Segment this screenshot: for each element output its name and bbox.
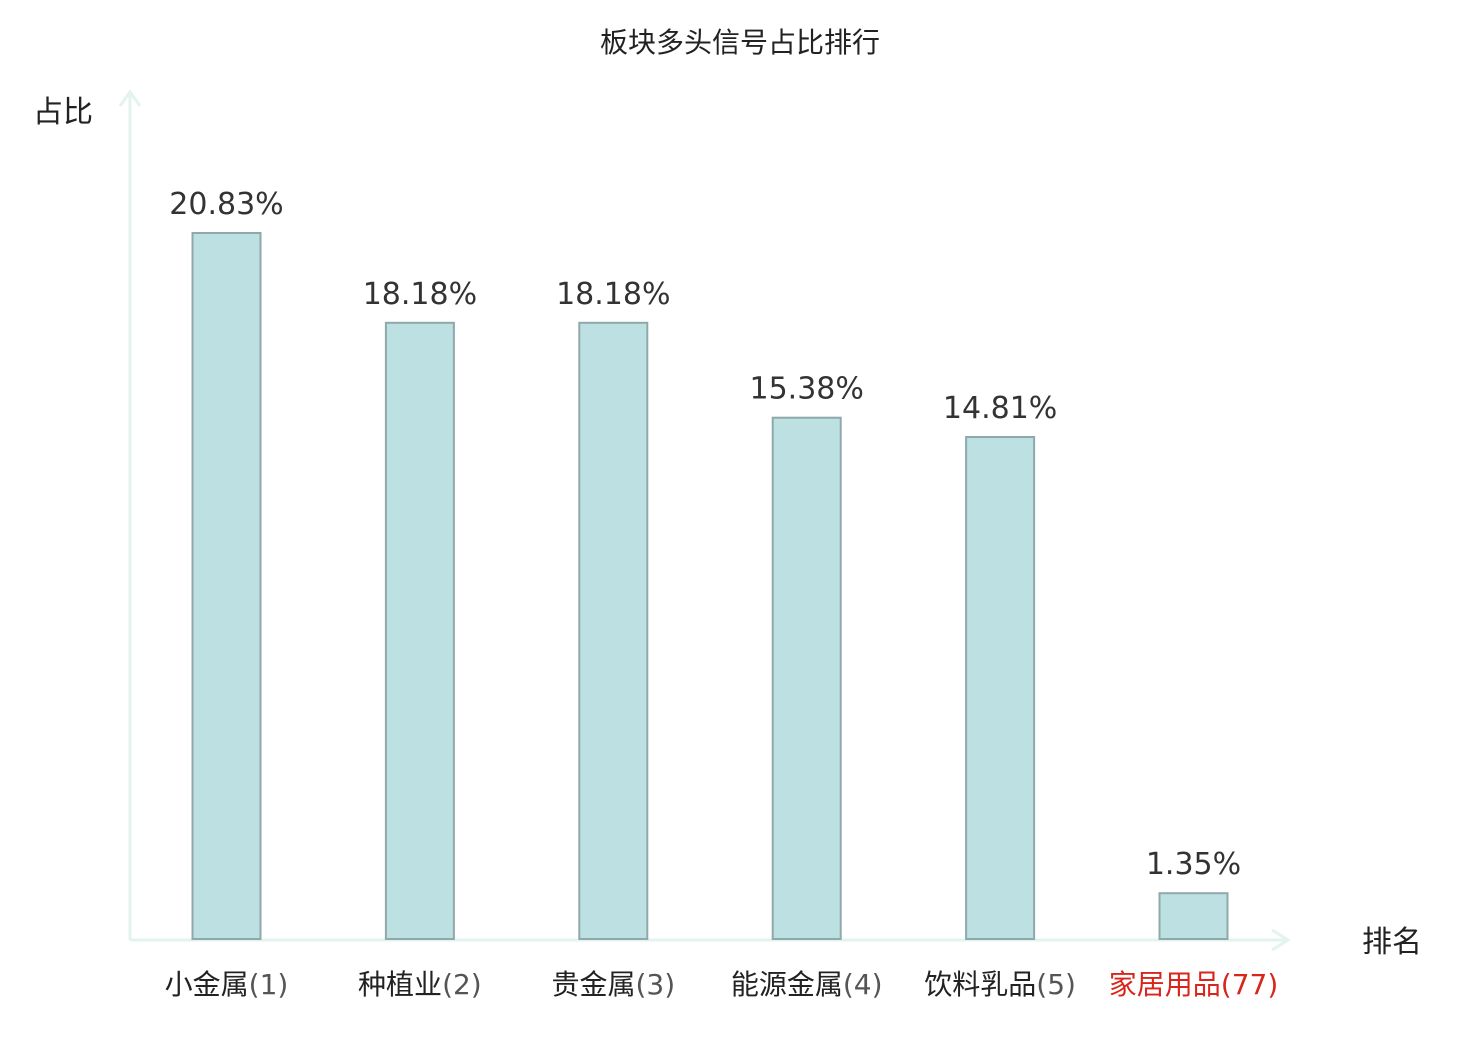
category-rank: (3) xyxy=(635,968,675,1001)
category-rank: (2) xyxy=(442,968,482,1001)
category-rank: (4) xyxy=(843,968,883,1001)
category-label: 贵金属(3) xyxy=(551,968,675,1001)
category-label: 小金属(1) xyxy=(165,968,289,1001)
category-rank: (5) xyxy=(1036,968,1076,1001)
bar-value-label: 1.35% xyxy=(1146,847,1241,882)
category-label: 能源金属(4) xyxy=(731,968,883,1001)
x-axis xyxy=(130,928,1291,952)
category-label: 种植业(2) xyxy=(358,968,482,1001)
bars-group xyxy=(191,232,1229,941)
bar xyxy=(191,232,262,940)
category-labels-group: 小金属(1) 种植业(2) 贵金属(3) 能源金属(4) 饮料乳品(5) 家居用品(77) xyxy=(165,968,1279,1001)
bar xyxy=(384,321,455,940)
y-axis-label: 占比 xyxy=(33,95,93,130)
bar xyxy=(1158,892,1229,941)
category-rank: (77) xyxy=(1221,968,1278,1001)
category-name: 小金属 xyxy=(165,968,249,1001)
y-axis xyxy=(118,89,142,940)
category-name: 家居用品 xyxy=(1109,968,1221,1001)
bar-value-label: 15.38% xyxy=(750,372,864,407)
bar xyxy=(965,436,1036,940)
x-axis-label: 排名 xyxy=(1362,925,1422,960)
bar-value-label: 18.18% xyxy=(363,277,477,312)
category-name: 饮料乳品 xyxy=(924,968,1036,1001)
category-rank: (1) xyxy=(249,968,289,1001)
bar xyxy=(578,321,649,940)
bar xyxy=(771,416,842,940)
category-label: 家居用品(77) xyxy=(1109,968,1279,1001)
category-name: 能源金属 xyxy=(731,968,843,1001)
bar-value-label: 18.18% xyxy=(556,277,670,312)
value-labels-group: 20.83% 18.18% 18.18% 15.38% 14.81% 1.35% xyxy=(169,187,1241,882)
bar-value-label: 14.81% xyxy=(943,391,1057,426)
bar-value-label: 20.83% xyxy=(169,187,283,222)
category-name: 种植业 xyxy=(358,968,442,1001)
category-name: 贵金属 xyxy=(551,968,635,1001)
category-label: 饮料乳品(5) xyxy=(924,968,1076,1001)
chart-title: 板块多头信号占比排行 xyxy=(600,26,880,59)
